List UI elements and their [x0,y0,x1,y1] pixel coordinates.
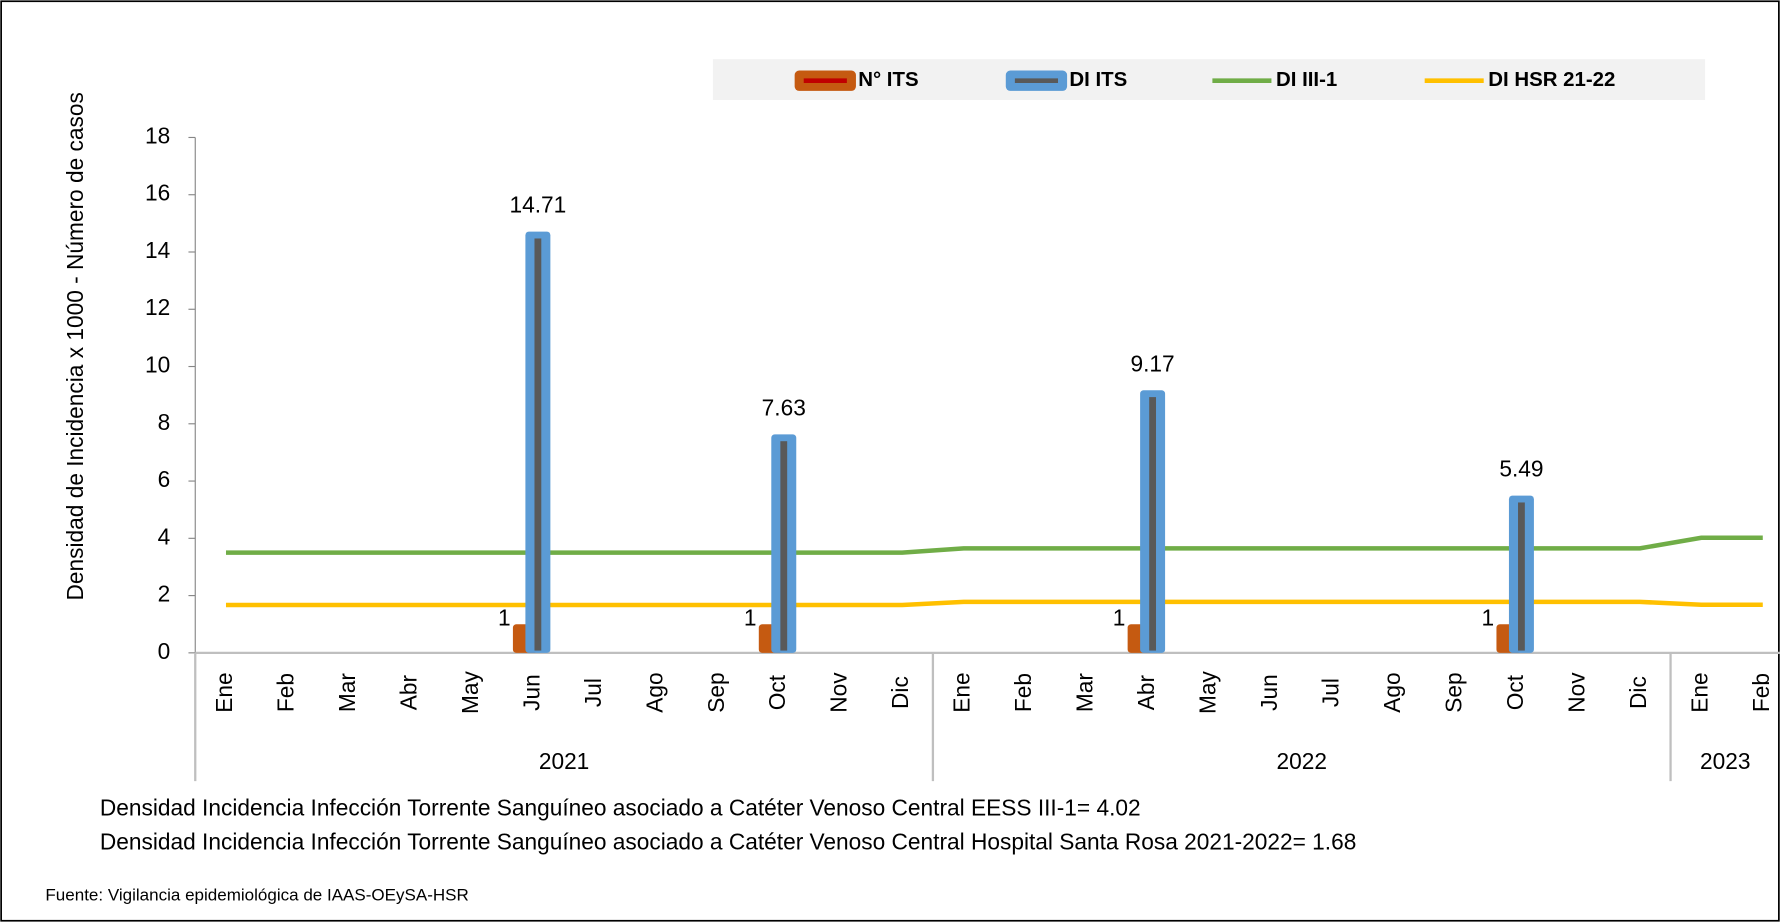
x-tick-label: May [457,671,483,715]
y-tick-label: 16 [145,180,170,206]
x-tick-label: Jun [518,674,544,711]
x-tick-label: Abr [395,674,421,710]
data-label: 14.71 [509,192,566,218]
x-tick-label: Ene [211,672,237,712]
x-tick-label: Jul [580,678,606,707]
group-label: 2021 [539,748,589,774]
line [225,599,1763,608]
legend-label: DI III-1 [1276,69,1337,91]
x-tick-label: Nov [1563,672,1589,713]
legend-label: DI ITS [1069,69,1127,91]
y-tick-label: 6 [158,466,171,492]
y-tick-label: 8 [158,409,171,435]
data-label: 1 [1482,605,1495,631]
x-tick-label: Dic [887,676,913,709]
source: Fuente: Vigilancia epidemiológica de IAA… [45,885,468,904]
x-tick-label: Feb [272,673,298,712]
bar-core [1149,397,1157,651]
legend-background [712,59,1706,101]
data-label: 7.63 [762,394,806,420]
legend-label: DI HSR 21-22 [1488,69,1615,91]
x-tick-label: Ene [949,672,975,712]
x-tick-label: Sep [703,672,729,712]
data-label: 1 [498,605,511,631]
group-label: 2023 [1700,748,1750,774]
x-tick-label: Feb [1010,673,1036,712]
bar-core [1518,502,1525,651]
note: Densidad Incidencia Infección Torrente S… [100,795,1141,821]
x-tick-label: Oct [1502,674,1528,710]
x-tick-label: Ago [1379,672,1405,712]
x-tick-label: Mar [1072,673,1098,713]
x-tick-label: Nov [826,672,852,713]
data-label: 9.17 [1131,350,1175,376]
x-tick-label: May [1195,671,1221,715]
x-tick-label: Jul [1317,678,1343,707]
y-tick-label: 0 [158,638,171,664]
x-tick-label: Dic [1625,676,1651,709]
y-tick-label: 4 [158,523,171,549]
group-label: 2022 [1276,748,1326,774]
y-axis-label: Densidad de Incidencia x 1000 - Número d… [62,92,88,600]
x-tick-label: Ago [641,672,667,712]
note: Densidad Incidencia Infección Torrente S… [100,829,1356,855]
y-tick-label: 10 [145,352,170,378]
x-tick-label: Jun [1256,674,1282,711]
y-tick-label: 18 [145,122,170,148]
y-tick-label: 14 [145,237,170,263]
x-tick-label: Oct [764,674,790,710]
x-tick-label: Mar [334,673,360,713]
line [225,535,1763,555]
data-label: 5.49 [1499,456,1543,482]
x-tick-label: Ene [1686,672,1712,712]
y-tick-label: 12 [145,294,170,320]
legend-label: N° ITS [858,69,918,91]
bar-core [534,238,542,651]
data-label: 1 [744,605,757,631]
y-tick-label: 2 [158,581,171,607]
data-label: 1 [1113,605,1126,631]
x-tick-label: Feb [1748,673,1774,712]
x-tick-label: Sep [1440,672,1466,712]
x-tick-label: Abr [1133,674,1159,710]
bar-core [780,441,788,651]
